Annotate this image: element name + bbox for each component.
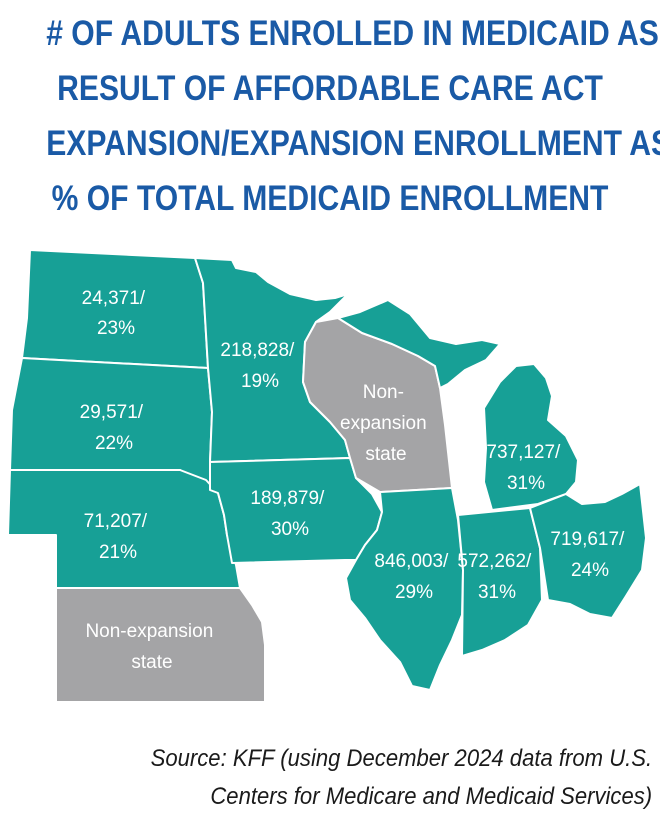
- label-minnesota: 218,828/ 19%: [220, 340, 299, 392]
- nd-enrollment: 24,371/: [82, 288, 146, 309]
- label-iowa: 189,879/ 30%: [250, 488, 329, 540]
- source-line-2: Centers for Medicare and Medicaid Servic…: [210, 783, 652, 810]
- mn-enrollment: 218,828/: [220, 340, 295, 361]
- state-ohio: [529, 483, 647, 619]
- ne-enrollment: 71,207/: [84, 511, 148, 532]
- state-michigan-upper: [337, 299, 501, 389]
- wi-state: state: [365, 444, 406, 465]
- label-nebraska: 71,207/ 21%: [84, 511, 153, 563]
- title-line-1: # OF ADULTS ENROLLED IN MEDICAID AS: [46, 14, 659, 53]
- in-enrollment: 572,262/: [457, 551, 532, 572]
- il-enrollment: 846,003/: [374, 551, 449, 572]
- state-north-dakota: [21, 249, 209, 369]
- wi-status-1: Non-: [363, 382, 404, 403]
- title-line-3: EXPANSION/EXPANSION ENROLLMENT AS: [46, 124, 660, 163]
- title-line-4: % OF TOTAL MEDICAID ENROLLMENT: [51, 179, 609, 218]
- label-wisconsin: Non- expansion state: [340, 382, 432, 465]
- il-percent: 29%: [395, 582, 433, 603]
- source-line-1: Source: KFF (using December 2024 data fr…: [150, 745, 652, 772]
- in-percent: 31%: [478, 582, 516, 603]
- mi-percent: 31%: [507, 473, 545, 494]
- title-line-2: RESULT OF AFFORDABLE CARE ACT: [57, 69, 603, 108]
- ks-state: state: [131, 652, 172, 673]
- sd-percent: 22%: [95, 433, 133, 454]
- wi-status-2: expansion: [340, 413, 427, 434]
- state-michigan-lower: [483, 363, 579, 511]
- ne-percent: 21%: [99, 542, 137, 563]
- oh-enrollment: 719,617/: [550, 529, 625, 550]
- ks-status: Non-expansion: [85, 621, 213, 642]
- label-illinois: 846,003/ 29%: [374, 551, 453, 603]
- label-south-dakota: 29,571/ 22%: [80, 402, 149, 454]
- mi-enrollment: 737,127/: [486, 442, 561, 463]
- label-north-dakota: 24,371/ 23%: [82, 288, 151, 339]
- label-kansas: Non-expansion state: [85, 621, 218, 673]
- ia-enrollment: 189,879/: [250, 488, 325, 509]
- map-title: # OF ADULTS ENROLLED IN MEDICAID AS RESU…: [46, 6, 660, 226]
- label-michigan: 737,127/ 31%: [486, 442, 565, 494]
- state-kansas: [55, 587, 266, 703]
- nd-percent: 23%: [97, 318, 135, 339]
- mn-percent: 19%: [241, 371, 279, 392]
- sd-enrollment: 29,571/: [80, 402, 144, 423]
- label-indiana: 572,262/ 31%: [457, 551, 536, 603]
- oh-percent: 24%: [571, 560, 609, 581]
- label-ohio: 719,617/ 24%: [550, 529, 629, 581]
- source-note: Source: KFF (using December 2024 data fr…: [150, 740, 652, 816]
- ia-percent: 30%: [271, 519, 309, 540]
